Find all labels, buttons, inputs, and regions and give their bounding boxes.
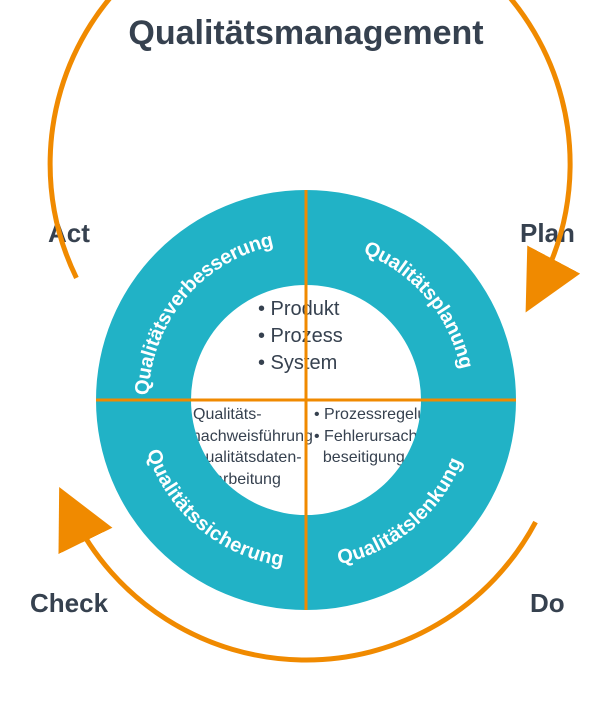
page-title: Qualitätsmanagement [0,14,612,53]
center-items-list: • Produkt • Prozess • System [258,296,343,377]
ring-labels: Qualitätsverbesserung Qualitätsplanung Q… [132,227,477,573]
bottom-left-items-list: • Qualitäts- nachweisführung • Qualitäts… [183,404,313,512]
pdca-plan-label: Plan [520,218,575,249]
pdca-act-label: Act [48,218,90,249]
pdca-check-label: Check [30,588,108,619]
bottom-right-items-list: • Prozessregelung • Fehlerursachen- bese… [314,404,444,469]
diagram-stage: Qualitätsmanagement Act Plan Check Do • … [0,0,612,721]
pdca-do-label: Do [530,588,565,619]
arrow-bottom [72,514,535,660]
ring-donut [96,190,516,610]
